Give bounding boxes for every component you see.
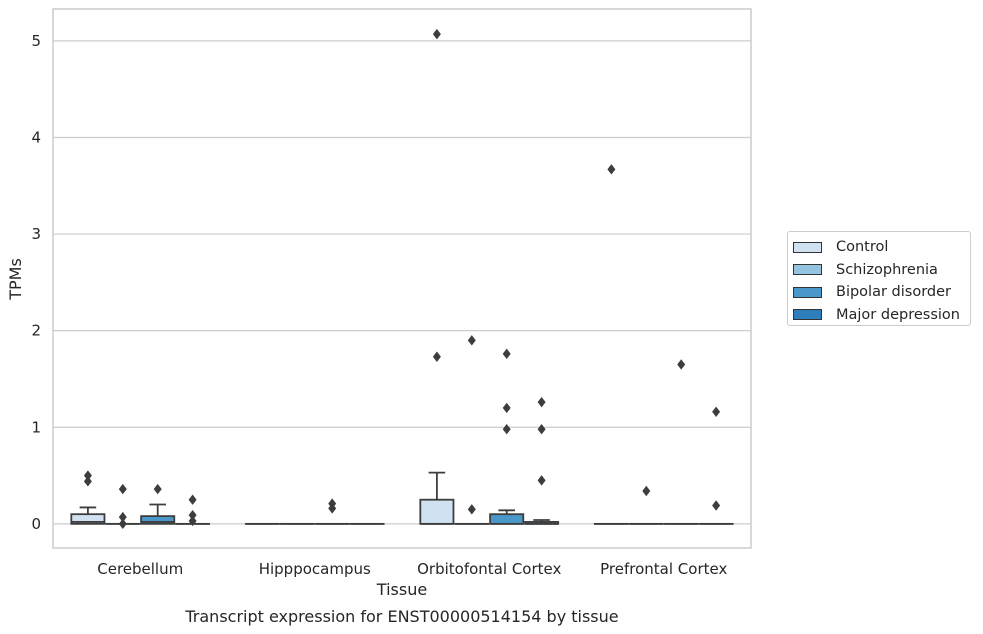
outlier-point-0 xyxy=(153,483,162,495)
outlier-point-1 xyxy=(188,509,197,521)
outlier-point-2 xyxy=(502,348,511,360)
outlier-point-0 xyxy=(432,351,441,362)
legend-item-3: Major depression xyxy=(793,304,970,327)
legend-label: Control xyxy=(836,239,889,256)
outlier-point-0 xyxy=(712,500,721,511)
outlier-point-1 xyxy=(537,423,546,435)
y-tick-label-5: 5 xyxy=(31,32,41,50)
chart-caption: Transcript expression for ENST0000051415… xyxy=(184,607,618,626)
box-2-2 xyxy=(489,348,525,525)
outlier-point-0 xyxy=(467,504,476,515)
box-3-2 xyxy=(524,396,560,525)
legend-item-2: Bipolar disorder xyxy=(793,281,970,304)
legend: Control Schizophrenia Bipolar disorder Majo… xyxy=(787,231,971,326)
legend-swatch xyxy=(793,286,822,298)
box-rect xyxy=(489,513,525,525)
y-tick-label-4: 4 xyxy=(31,128,41,146)
y-tick-label-0: 0 xyxy=(31,515,41,533)
outlier-point-1 xyxy=(328,498,337,509)
box-rect xyxy=(419,498,455,525)
outlier-point-1 xyxy=(467,335,476,346)
legend-swatch xyxy=(793,309,822,321)
legend-label: Schizophrenia xyxy=(836,261,938,278)
outlier-point-0 xyxy=(118,518,127,530)
legend-swatch xyxy=(793,241,822,253)
outlier-point-1 xyxy=(502,402,511,414)
box-3-3 xyxy=(698,406,734,525)
box-0-2 xyxy=(419,28,455,525)
legend-swatch xyxy=(793,264,822,276)
outlier-point-0 xyxy=(537,475,546,486)
legend-label: Major depression xyxy=(836,306,960,323)
box-0-3 xyxy=(593,164,629,525)
outlier-point-0 xyxy=(502,423,511,435)
box-1-0 xyxy=(105,483,141,530)
legend-item-1: Schizophrenia xyxy=(793,259,970,282)
outlier-point-2 xyxy=(188,494,197,505)
box-2-3 xyxy=(663,359,699,525)
x-tick-labels: Cerebellum Hipppocampus Orbitofontal Corte… xyxy=(97,560,727,578)
plot-area-frame xyxy=(52,8,752,549)
y-tick-label-2: 2 xyxy=(31,322,41,340)
box-1-3 xyxy=(628,485,664,525)
outlier-point-0 xyxy=(188,515,197,527)
y-tick-label-1: 1 xyxy=(31,418,41,436)
outlier-point-0 xyxy=(642,485,651,497)
outlier-point-0 xyxy=(83,476,92,487)
outlier-point-0 xyxy=(677,359,686,370)
y-tick-labels: 0 1 2 3 4 5 xyxy=(31,32,41,533)
box-rect xyxy=(70,513,106,525)
x-tick-label-2: Orbitofontal Cortex xyxy=(417,560,561,578)
box-2-1 xyxy=(314,498,350,525)
x-tick-label-1: Hipppocampus xyxy=(259,560,371,578)
box-3-0 xyxy=(175,494,211,527)
outlier-point-0 xyxy=(607,164,616,175)
outlier-point-1 xyxy=(118,511,127,523)
legend-item-0: Control xyxy=(793,236,970,259)
y-tick-label-3: 3 xyxy=(31,225,41,243)
x-tick-label-0: Cerebellum xyxy=(97,560,183,578)
x-axis-label: Tissue xyxy=(376,580,427,599)
outlier-point-2 xyxy=(537,396,546,408)
box-rect xyxy=(140,515,176,525)
y-axis-label: TPMs xyxy=(6,258,25,301)
outlier-point-1 xyxy=(712,406,721,418)
outlier-point-2 xyxy=(118,483,127,495)
legend-label: Bipolar disorder xyxy=(836,284,951,301)
box-1-2 xyxy=(454,335,490,525)
x-tick-label-3: Prefrontal Cortex xyxy=(600,560,727,578)
outlier-point-1 xyxy=(83,470,92,481)
box-marks xyxy=(70,28,734,530)
gridlines xyxy=(53,40,751,525)
outlier-point-1 xyxy=(432,28,441,40)
box-2-0 xyxy=(140,483,176,525)
box-0-0 xyxy=(70,470,106,525)
